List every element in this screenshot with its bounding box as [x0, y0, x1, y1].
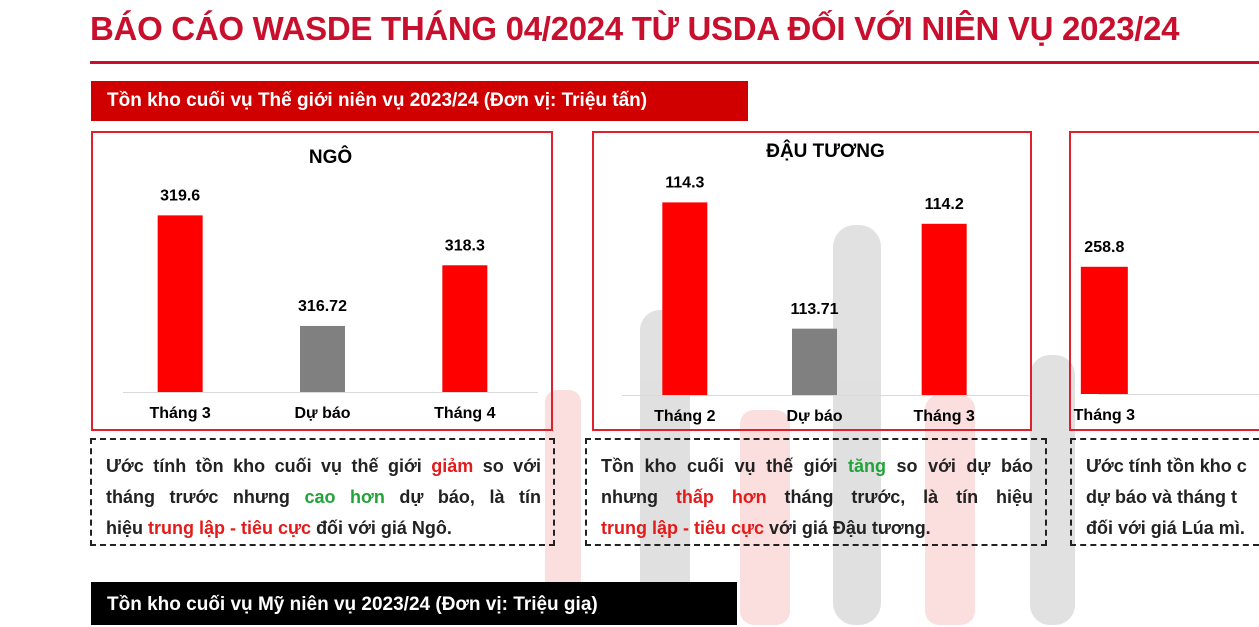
note-text: so với dự báo	[886, 456, 1034, 476]
note-text: nhưng	[601, 487, 676, 507]
x-tick-label: Dự báo	[786, 408, 842, 425]
data-label: 319.6	[160, 188, 200, 205]
note-text: thấp hơn	[675, 487, 767, 507]
note-text: tăng	[848, 456, 887, 476]
watermark-candle	[925, 395, 975, 625]
note-line: tháng trước nhưng cao hơn dự báo, là tín	[106, 482, 541, 513]
x-tick-label: Tháng 3	[149, 405, 210, 422]
bar	[1080, 266, 1128, 394]
watermark-candle	[1030, 355, 1075, 625]
note-text: trung lập - tiêu cực	[148, 518, 312, 538]
bar	[442, 265, 488, 392]
note-line: đối với giá Lúa mì.	[1086, 513, 1247, 544]
chart: ĐẬU TƯƠNG 114.3 Tháng 2 113.71 Dự báo 114.2 Th…	[622, 140, 1029, 425]
chart-title: ĐẬU TƯƠNG	[766, 140, 885, 162]
note-text: so với	[473, 456, 541, 476]
chart-panel: ĐẬU TƯƠNG 114.3 Tháng 2 113.71 Dự báo 114.2 Th…	[592, 131, 1032, 431]
chart-panel: 258.8 Tháng 3	[1069, 131, 1259, 431]
note-text: hiệu	[106, 518, 149, 538]
data-label: 316.72	[298, 298, 347, 315]
note-text: Ước tính tồn kho cuối vụ thế giới	[106, 456, 432, 476]
note-text: tháng trước, là tín hiệu	[766, 487, 1033, 507]
x-tick-label: Tháng 2	[654, 408, 715, 425]
note-box: Ước tính tồn kho cuối vụ thế giới giảm s…	[90, 438, 555, 546]
chart: 258.8 Tháng 3	[1074, 239, 1259, 424]
note-text: tháng trước nhưng	[106, 487, 305, 507]
note-line: Tồn kho cuối vụ thế giới tăng so với dự …	[601, 451, 1033, 482]
note-line: hiệu trung lập - tiêu cực đối với giá Ng…	[106, 513, 541, 544]
note-text: với giá Đậu tương.	[764, 518, 931, 538]
data-label: 114.2	[925, 196, 964, 213]
note-text: Tồn kho cuối vụ thế giới	[601, 456, 849, 476]
chart-title: NGÔ	[309, 146, 352, 168]
note-text: dự báo, là tín	[384, 487, 541, 507]
note-text: đối với giá Ngô.	[311, 518, 452, 538]
data-label: 318.3	[445, 237, 485, 254]
x-tick-label: Tháng 3	[1074, 407, 1135, 424]
note-text: Ước tính tồn kho c	[1086, 456, 1247, 476]
note-text: dự báo và tháng t	[1086, 487, 1238, 507]
note-text: giảm	[431, 456, 474, 476]
page-title: BÁO CÁO WASDE THÁNG 04/2024 TỪ USDA ĐỐI …	[90, 10, 1180, 47]
data-label: 114.3	[665, 175, 704, 192]
x-tick-label: Dự báo	[294, 405, 350, 422]
note-line: Ước tính tồn kho cuối vụ thế giới giảm s…	[106, 451, 541, 482]
chart: NGÔ 319.6 Tháng 3 316.72 Dự báo 318.3 Tháng 4	[123, 146, 538, 422]
data-label: 258.8	[1084, 239, 1124, 256]
section-header: Tồn kho cuối vụ Mỹ niên vụ 2023/24 (Đơn …	[91, 582, 737, 625]
note-line: dự báo và tháng t	[1086, 482, 1247, 513]
bar	[792, 328, 837, 395]
note-line: nhưng thấp hơn tháng trước, là tín hiệu	[601, 482, 1033, 513]
note-box: Ước tính tồn kho c dự báo và tháng t đối v…	[1070, 438, 1259, 546]
bar	[300, 325, 345, 392]
data-label: 113.71	[790, 301, 838, 318]
note-text: trung lập - tiêu cực	[601, 518, 765, 538]
note-line: trung lập - tiêu cực với giá Đậu tương.	[601, 513, 1033, 544]
x-tick-label: Tháng 4	[434, 405, 495, 422]
chart-panel: NGÔ 319.6 Tháng 3 316.72 Dự báo 318.3 Tháng 4	[91, 131, 553, 431]
note-text: đối với giá Lúa mì.	[1086, 518, 1245, 538]
note-box: Tồn kho cuối vụ thế giới tăng so với dự …	[585, 438, 1047, 546]
note-text: cao hơn	[304, 487, 385, 507]
note-line: Ước tính tồn kho c	[1086, 451, 1247, 482]
x-tick-label: Tháng 3	[913, 408, 974, 425]
bar	[157, 215, 203, 392]
bar	[662, 202, 708, 395]
title-rule	[90, 61, 1259, 64]
watermark-candle	[740, 410, 790, 625]
bar	[921, 223, 967, 395]
watermark-candle	[833, 225, 881, 625]
section-header: Tồn kho cuối vụ Thế giới niên vụ 2023/24…	[91, 81, 748, 121]
